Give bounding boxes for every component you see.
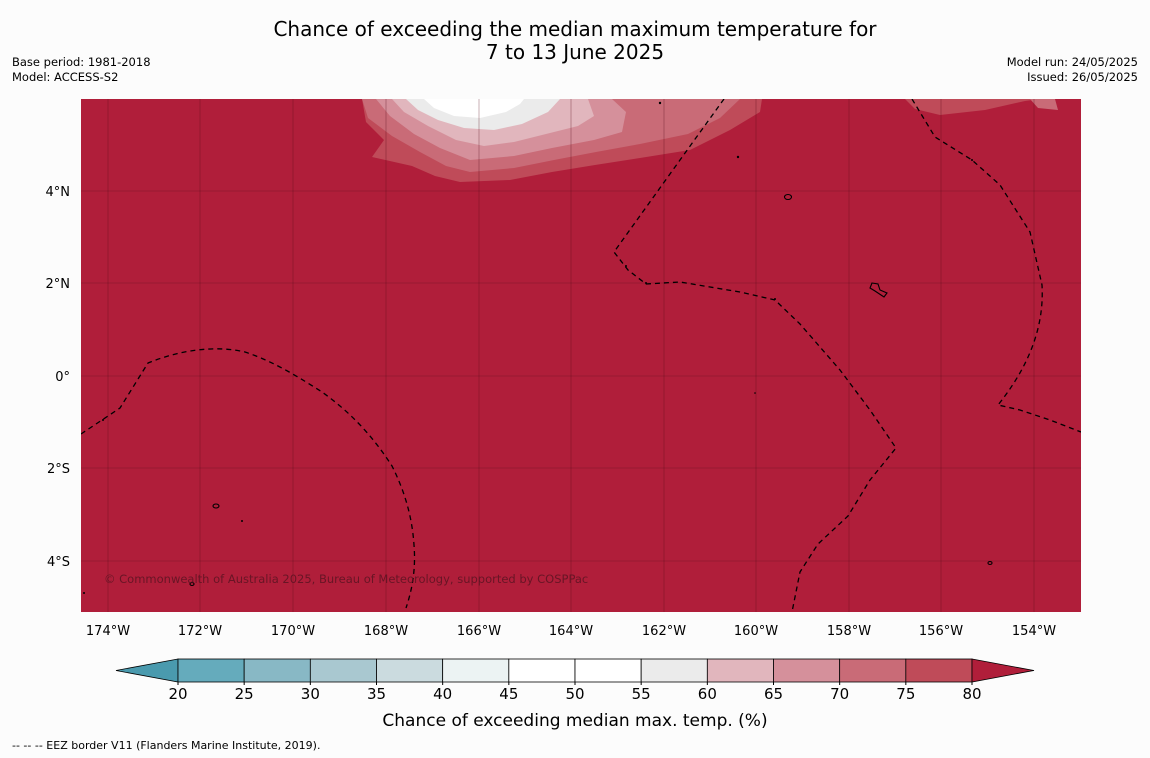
colorbar-segment	[640, 658, 708, 683]
colorbar-tick-label: 80	[962, 685, 981, 703]
contour-75-east	[905, 99, 1040, 115]
lat-label: 2°S	[47, 462, 70, 477]
colorbar-label: Chance of exceeding median max. temp. (%…	[382, 711, 767, 731]
lon-label: 156°W	[919, 624, 963, 639]
colorbar-segment	[706, 658, 774, 683]
islets	[83, 101, 973, 594]
colorbar-tick-label: 50	[565, 685, 584, 703]
lon-label: 172°W	[178, 624, 222, 639]
islands	[189, 193, 993, 587]
islet	[645, 282, 647, 284]
colorbar-tick-label: 75	[896, 685, 915, 703]
lon-label: 154°W	[1012, 624, 1056, 639]
colorbar: 20 25 30 35 40 45 50 55 60 65 70 75 80 Chance of exc…	[115, 658, 1035, 731]
colorbar-segment	[905, 658, 973, 683]
eez-border-west	[81, 348, 416, 609]
base-period: Base period: 1981-2018	[12, 55, 151, 69]
colorbar-tick-label: 20	[168, 685, 187, 703]
lat-label: 0°	[55, 370, 70, 385]
contour-50	[424, 99, 524, 118]
model-name: Model: ACCESS-S2	[12, 70, 119, 84]
colorbar-tick-label: 35	[367, 685, 386, 703]
lon-label: 174°W	[86, 624, 130, 639]
lat-labels: 4°N 2°N 0° 2°S 4°S	[46, 185, 71, 570]
islet	[102, 419, 104, 421]
colorbar-segment	[508, 658, 576, 683]
eez-legend-footnote: -- -- -- EEZ border V11 (Flanders Marine…	[12, 739, 321, 752]
chart-title: Chance of exceeding the median maximum t…	[0, 18, 1150, 64]
colorbar-under-arrow	[115, 658, 179, 683]
colorbar-tick-label: 30	[301, 685, 320, 703]
colorbar-tick-label: 65	[764, 685, 783, 703]
islet	[754, 392, 756, 394]
colorbar-tick-label: 55	[632, 685, 651, 703]
colorbar-tick-label: 45	[499, 685, 518, 703]
colorbar-segment	[309, 658, 377, 683]
colorbar-segment	[442, 658, 510, 683]
colorbar-tick-label: 40	[433, 685, 452, 703]
lon-label: 166°W	[457, 624, 501, 639]
title-line-2: 7 to 13 June 2025	[485, 40, 665, 64]
islet	[658, 101, 662, 105]
island	[189, 581, 195, 587]
colorbar-tick-label: 70	[830, 685, 849, 703]
copyright-text: © Commonwealth of Australia 2025, Bureau…	[104, 572, 588, 586]
lat-label: 2°N	[46, 277, 71, 292]
colorbar-segment	[243, 658, 311, 683]
eez-border-east	[911, 99, 1081, 433]
eez-border-central	[613, 99, 897, 612]
island	[212, 503, 220, 509]
islet	[625, 265, 627, 267]
colorbar-segment	[177, 658, 245, 683]
colorbar-segment	[839, 658, 907, 683]
islet	[971, 159, 973, 161]
lon-label: 160°W	[734, 624, 778, 639]
island	[783, 193, 793, 201]
title-line-1: Chance of exceeding the median maximum t…	[273, 17, 877, 41]
lon-label: 168°W	[364, 624, 408, 639]
islet	[241, 520, 243, 522]
islet	[83, 592, 85, 594]
map-area	[81, 99, 1081, 612]
lat-label: 4°S	[47, 555, 70, 570]
colorbar-tick-label: 60	[698, 685, 717, 703]
lon-labels: 174°W 172°W 170°W 168°W 166°W 164°W 162°…	[86, 624, 1056, 639]
lat-label: 4°N	[46, 185, 71, 200]
colorbar-ticks: 20 25 30 35 40 45 50 55 60 65 70 75 80	[168, 682, 982, 703]
issued-date: Issued: 26/05/2025	[1027, 70, 1138, 84]
colorbar-tick-label: 25	[235, 685, 254, 703]
colorbar-segments	[177, 658, 973, 683]
eez-borders	[81, 99, 1081, 612]
lon-label: 164°W	[549, 624, 593, 639]
meta-right: Model run: 24/05/2025 Issued: 26/05/2025	[1007, 55, 1138, 85]
contour-70-east	[1030, 99, 1058, 110]
island	[869, 282, 888, 298]
island	[987, 560, 993, 566]
meta-left: Base period: 1981-2018 Model: ACCESS-S2	[12, 55, 151, 85]
islet	[736, 155, 740, 159]
graticule	[81, 99, 1081, 612]
islet	[774, 298, 776, 300]
colorbar-segment	[574, 658, 642, 683]
lon-label: 162°W	[642, 624, 686, 639]
colorbar-segment	[376, 658, 444, 683]
colorbar-segment	[773, 658, 841, 683]
lon-label: 158°W	[827, 624, 871, 639]
colorbar-over-arrow	[971, 658, 1035, 683]
model-run: Model run: 24/05/2025	[1006, 55, 1138, 69]
lon-label: 170°W	[271, 624, 315, 639]
